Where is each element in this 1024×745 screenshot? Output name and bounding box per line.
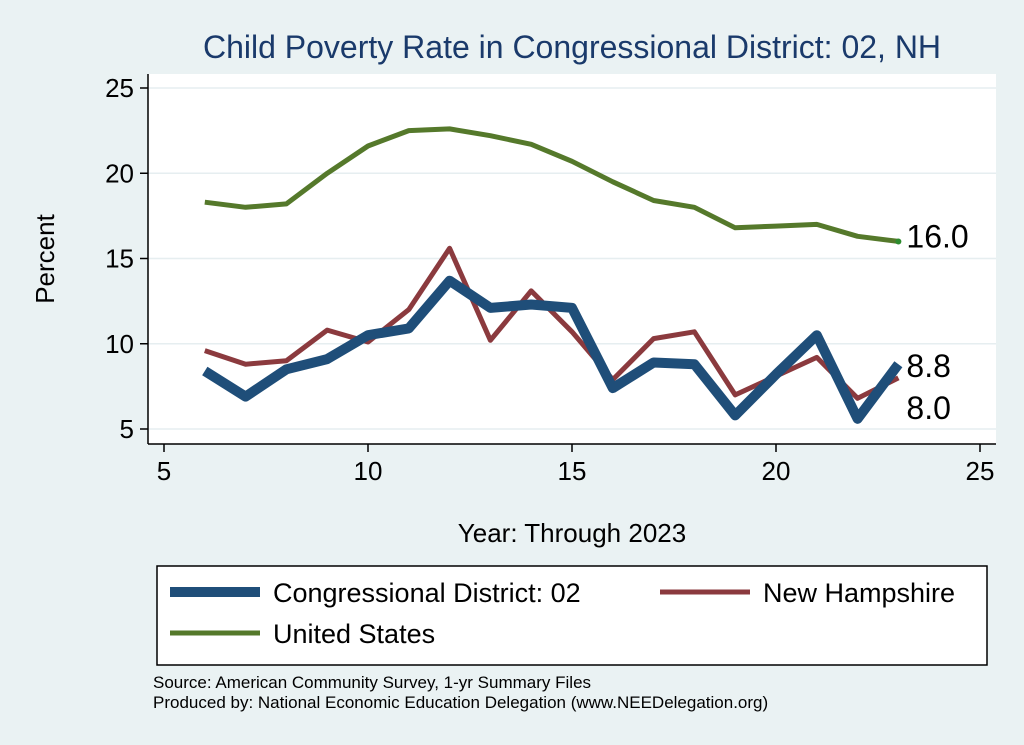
legend-label: United States — [273, 619, 435, 649]
united-states-line — [204, 126, 899, 244]
legend: Congressional District: 02 New Hampshire U… — [170, 578, 955, 649]
legend-label: New Hampshire — [763, 578, 955, 608]
grid-lines — [148, 87, 996, 430]
legend-label: Congressional District: 02 — [273, 578, 581, 608]
end-label: 8.0 — [906, 390, 950, 426]
us-endpoint-marker — [895, 238, 902, 245]
axes: 5 10 15 20 25 5 10 15 20 25 — [105, 73, 996, 486]
y-tick-label: 20 — [105, 158, 134, 188]
x-tick-label: 5 — [157, 456, 171, 486]
x-tick-label: 20 — [762, 456, 791, 486]
y-axis-label: Percent — [30, 213, 60, 303]
congressional-district-02-line — [202, 275, 903, 424]
source-line-2: Produced by: National Economic Education… — [153, 693, 768, 712]
y-tick-label: 5 — [120, 414, 134, 444]
x-axis-label: Year: Through 2023 — [458, 518, 686, 548]
x-tick-label: 25 — [966, 456, 995, 486]
series-lines — [202, 126, 903, 424]
end-label: 16.0 — [906, 218, 968, 254]
y-tick-label: 15 — [105, 244, 134, 274]
source-line-1: Source: American Community Survey, 1-yr … — [153, 673, 591, 692]
x-tick-label: 15 — [558, 456, 587, 486]
end-labels: 8.8 8.0 16.0 — [895, 218, 969, 426]
y-tick-label: 10 — [105, 329, 134, 359]
x-tick-label: 10 — [354, 456, 383, 486]
chart-title: Child Poverty Rate in Congressional Dist… — [203, 29, 941, 65]
y-tick-label: 25 — [105, 73, 134, 103]
end-label: 8.8 — [906, 348, 950, 384]
legend-box — [156, 565, 988, 666]
